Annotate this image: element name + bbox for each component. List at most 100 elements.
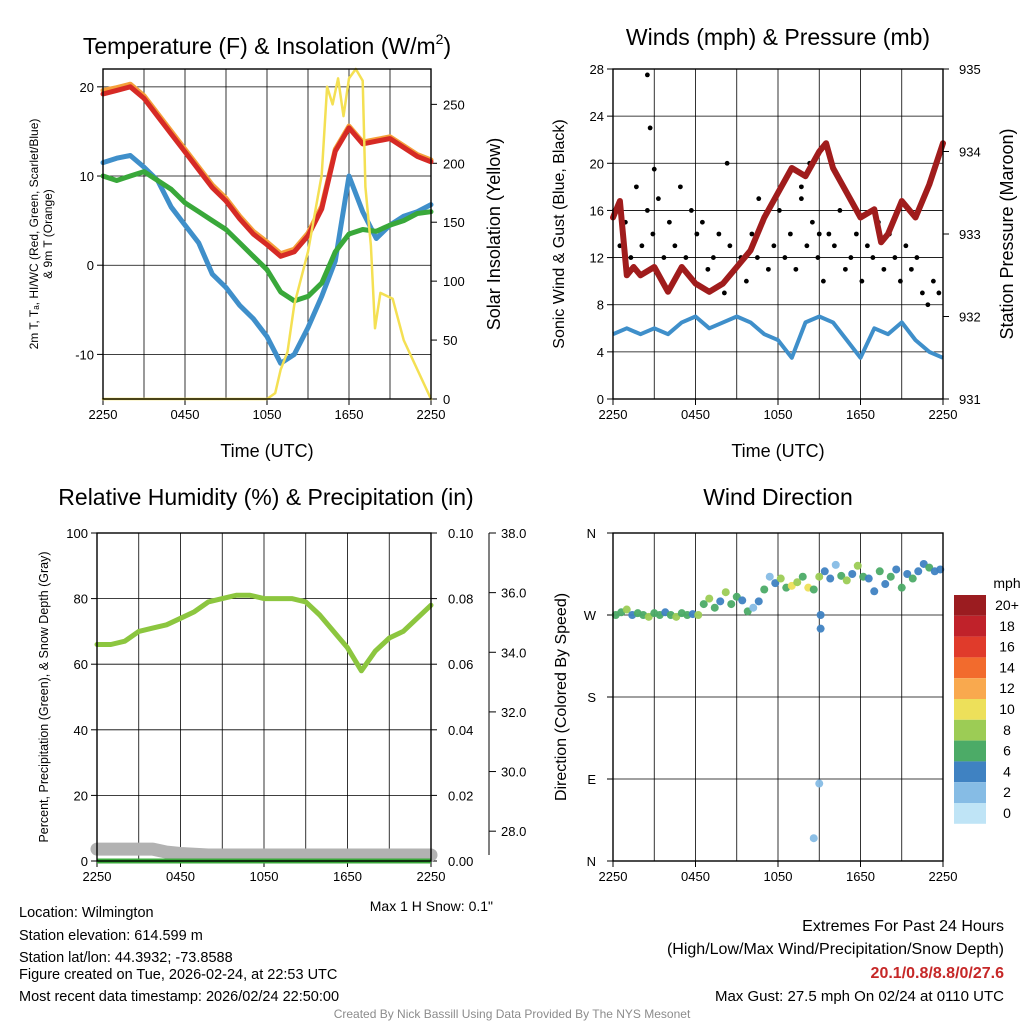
temp-frame [102, 68, 432, 400]
gust-point [787, 231, 793, 237]
temp-xlabel: Time (UTC) [220, 441, 313, 461]
winds-rtick-label: 934 [959, 145, 981, 160]
gust-point [809, 219, 815, 225]
gust-point [633, 184, 639, 190]
gust-point [628, 255, 634, 260]
direction-point [716, 597, 725, 606]
direction-point [881, 580, 890, 589]
legend-label: 2 [1003, 784, 1011, 800]
gust-point [816, 231, 822, 237]
wdir-ytick-label: N [587, 854, 596, 869]
winds-ylabel-left: Sonic Wind & Gust (Blue, Black) [551, 119, 568, 348]
temp-ytick-label: -10 [75, 347, 94, 362]
winds-ytick-label: 4 [597, 345, 604, 360]
gust-point [743, 278, 749, 284]
direction-point [892, 565, 901, 574]
legend-label: 20+ [995, 597, 1019, 613]
rh-precip-tick-label: 0.04 [448, 723, 473, 738]
direction-point [831, 560, 840, 569]
gust-point [826, 231, 832, 237]
gust-point [727, 243, 733, 249]
gust-point [908, 266, 914, 272]
wdir-ytick-label: N [587, 526, 596, 541]
rh-ytick-label: 40 [74, 723, 88, 738]
temp-ylabel-right: Solar Insolation (Yellow) [484, 138, 504, 330]
gust-point [859, 278, 865, 284]
gust-point [936, 290, 942, 296]
winds-frame [612, 68, 944, 400]
winds-ytick-label: 24 [590, 109, 604, 124]
gust-point [815, 255, 821, 260]
snow-tick-label: 38.0 [501, 526, 526, 541]
temp-ytick-label: 10 [80, 169, 94, 184]
rh-ytick-label: 80 [74, 592, 88, 607]
gust-point [793, 266, 799, 272]
winds-xlabel: Time (UTC) [731, 441, 824, 461]
legend-swatch [954, 615, 986, 637]
direction-point [798, 572, 807, 581]
direction-point [826, 574, 835, 583]
direction-point [936, 565, 945, 574]
temp-ytick-label: 0 [87, 258, 94, 273]
gust-point [853, 231, 859, 237]
gust-point [721, 290, 727, 296]
gust-point [914, 255, 920, 260]
gust-point [710, 255, 716, 260]
gust-point [903, 243, 909, 249]
direction-point [886, 572, 895, 581]
extremes-values: 20.1/0.8/8.8/0/27.6 [870, 965, 1004, 982]
gust-point [724, 160, 730, 166]
footer-location: Location: Wilmington [19, 905, 154, 921]
wdir-ylabel: Direction (Colored By Speed) [553, 593, 570, 801]
temp-rtick-label: 100 [443, 274, 465, 289]
direction-point [842, 576, 851, 585]
direction-point [699, 600, 708, 609]
wdir-frame [612, 532, 944, 862]
rh-xtick-label: 0450 [166, 869, 195, 884]
extremes-fields: (High/Low/Max Wind/Precipitation/Snow De… [666, 941, 1004, 958]
wdir-xtick-label: 0450 [681, 869, 710, 884]
rh-xtick-label: 2250 [83, 869, 112, 884]
gust-point [688, 208, 694, 213]
legend-label: 12 [999, 680, 1015, 696]
direction-point [710, 603, 719, 612]
direction-point [815, 572, 824, 581]
direction-point [864, 574, 873, 583]
gust-point [683, 255, 689, 260]
gust-point [881, 266, 887, 272]
rh-ytick-label: 20 [74, 788, 88, 803]
gust-point [864, 243, 870, 249]
gust-point [647, 125, 653, 131]
legend-title: mph [993, 575, 1020, 591]
direction-point [816, 611, 825, 619]
gust-point [651, 166, 657, 172]
legend-swatch [954, 803, 986, 824]
gust-point [705, 266, 711, 272]
gust-point [831, 243, 837, 249]
direction-point [897, 583, 906, 592]
gust-point [798, 196, 804, 202]
direction-point [749, 603, 758, 612]
winds-ytick-label: 20 [590, 156, 604, 171]
series-solar-insolation [101, 67, 433, 401]
gust-point [754, 255, 760, 260]
gust-point [661, 255, 667, 260]
temp-xtick-label: 2250 [89, 407, 118, 422]
gust-point [756, 196, 762, 202]
footer-recent: Most recent data timestamp: 2026/02/24 2… [19, 989, 340, 1005]
footer-elevation: Station elevation: 614.599 m [19, 928, 203, 944]
snow-tick-label: 36.0 [501, 586, 526, 601]
rh-ytick-label: 100 [66, 526, 88, 541]
gust-point [804, 243, 810, 249]
gust-point [655, 196, 661, 202]
winds-ytick-label: 16 [590, 203, 604, 218]
wdir-xtick-label: 1650 [846, 869, 875, 884]
winds-ylabel-right: Station Pressure (Maroon) [997, 128, 1017, 339]
legend-swatch [954, 678, 986, 699]
temp-ylabel-line2: & 9m T (Orange) [41, 189, 55, 279]
snow-tick-label: 28.0 [501, 824, 526, 839]
rh-title: Relative Humidity (%) & Precipitation (i… [58, 484, 473, 510]
gust-point [650, 231, 656, 237]
gust-point [837, 208, 843, 213]
